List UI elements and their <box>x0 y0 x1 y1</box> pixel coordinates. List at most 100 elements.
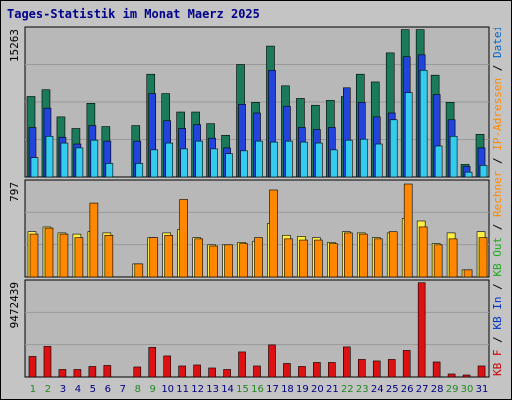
x-tick-label: 4 <box>75 384 81 395</box>
x-tick-label: 5 <box>90 384 96 395</box>
legend-entry: / <box>491 217 504 237</box>
bar-kbf <box>343 346 351 378</box>
bar-kbf <box>88 366 97 378</box>
bar-rechner <box>89 202 99 278</box>
legend-entry: Rechner <box>491 170 504 217</box>
x-tick-label: 8 <box>135 384 141 395</box>
bar-rechner <box>194 238 203 278</box>
bar-kbf <box>298 366 306 378</box>
chart-title: Tages-Statistik im Monat Maerz 2025 <box>7 7 260 21</box>
bar-kbf <box>133 366 142 378</box>
bar-kbf <box>193 364 201 378</box>
x-tick-label: 30 <box>461 384 474 395</box>
bar-rechner <box>164 234 174 278</box>
legend-entry: KB F <box>491 350 504 377</box>
legend-entry: KB Out <box>491 237 504 277</box>
x-tick-label: 10 <box>161 384 174 395</box>
x-tick-label: 14 <box>221 384 234 395</box>
bar-kbf <box>238 351 246 378</box>
bar-seiten <box>434 145 443 178</box>
bar-rechner <box>104 234 114 278</box>
x-tick-label: 21 <box>326 384 339 395</box>
bar-rechner <box>299 239 308 278</box>
bar-seiten <box>255 140 263 178</box>
bar-rechner <box>373 238 383 278</box>
bar-rechner <box>433 244 443 278</box>
bar-seiten <box>225 153 233 178</box>
bar-kbf <box>357 359 366 378</box>
x-tick-label: 22 <box>341 384 354 395</box>
bar-seiten <box>60 142 69 178</box>
bar-seiten <box>419 70 428 178</box>
x-tick-label: 26 <box>401 384 414 395</box>
bar-seiten <box>30 157 39 178</box>
bar-kbf <box>58 369 67 378</box>
x-tick-label: 17 <box>266 384 279 395</box>
y-axis-max-label: 9472439 <box>8 282 21 328</box>
bar-kbf <box>268 344 276 378</box>
bar-rechner <box>403 183 413 278</box>
x-tick-label: 19 <box>296 384 309 395</box>
x-tick-label: 9 <box>150 384 156 395</box>
bar-kbf <box>73 369 82 378</box>
bar-rechner <box>463 269 473 278</box>
bar-rechner <box>284 238 293 278</box>
bar-kbf <box>283 363 291 378</box>
bar-rechner <box>149 237 159 278</box>
bar-rechner <box>29 233 39 278</box>
bar-seiten <box>300 141 308 178</box>
x-tick-label: 29 <box>446 384 459 395</box>
x-tick-label: 31 <box>476 384 489 395</box>
bar-seiten <box>135 163 144 178</box>
x-tick-label: 11 <box>176 384 189 395</box>
bar-seiten <box>359 138 368 178</box>
bar-kbf <box>447 373 456 378</box>
bar-rechner <box>59 233 69 278</box>
bar-seiten <box>270 141 278 178</box>
bar-rechner <box>134 263 144 278</box>
x-tick-label: 25 <box>386 384 399 395</box>
y-axis-max-label: 15263 <box>8 29 21 62</box>
bar-kbf <box>477 365 486 378</box>
bar-rechner <box>344 232 353 278</box>
legend-entry: KB In <box>491 297 504 330</box>
x-tick-label: 23 <box>356 384 369 395</box>
bar-rechner <box>254 237 263 278</box>
bar-rechner <box>239 243 248 278</box>
x-tick-label: 27 <box>416 384 429 395</box>
bar-seiten <box>389 119 398 178</box>
bar-rechner <box>44 227 54 278</box>
bar-rechner <box>418 226 428 278</box>
bar-kbf <box>163 355 172 378</box>
bar-kbf <box>223 369 231 378</box>
bar-seiten <box>315 142 323 178</box>
bar-kbf <box>253 365 261 378</box>
x-tick-label: 15 <box>236 384 249 395</box>
bar-seiten <box>195 140 203 178</box>
legend-entry: / <box>491 277 504 297</box>
bar-seiten <box>90 139 99 178</box>
bar-seiten <box>180 148 188 178</box>
legend-entry: Dateien <box>491 28 504 58</box>
bar-rechner <box>74 237 84 278</box>
y-axis-max-label: 797 <box>8 182 21 202</box>
panel-3 <box>24 279 490 378</box>
bar-seiten <box>479 165 488 178</box>
bar-rechner <box>269 189 278 278</box>
legend-text: KB F / KB In / KB Out / Rechner / IP-Adr… <box>491 28 504 376</box>
bar-rechner <box>224 244 233 278</box>
bar-kbf <box>178 365 186 378</box>
x-tick-label: 2 <box>45 384 51 395</box>
bar-seiten <box>374 143 383 178</box>
bar-seiten <box>165 142 174 178</box>
legend-entry: / <box>491 58 504 78</box>
bar-seiten <box>345 139 353 178</box>
x-tick-label: 6 <box>105 384 111 395</box>
legend-entry: IP-Adressen <box>491 78 504 151</box>
x-tick-label: 1 <box>30 384 36 395</box>
x-tick-label: 3 <box>60 384 66 395</box>
bar-kbf <box>28 356 37 378</box>
bar-seiten <box>210 148 218 178</box>
bar-rechner <box>209 245 218 278</box>
